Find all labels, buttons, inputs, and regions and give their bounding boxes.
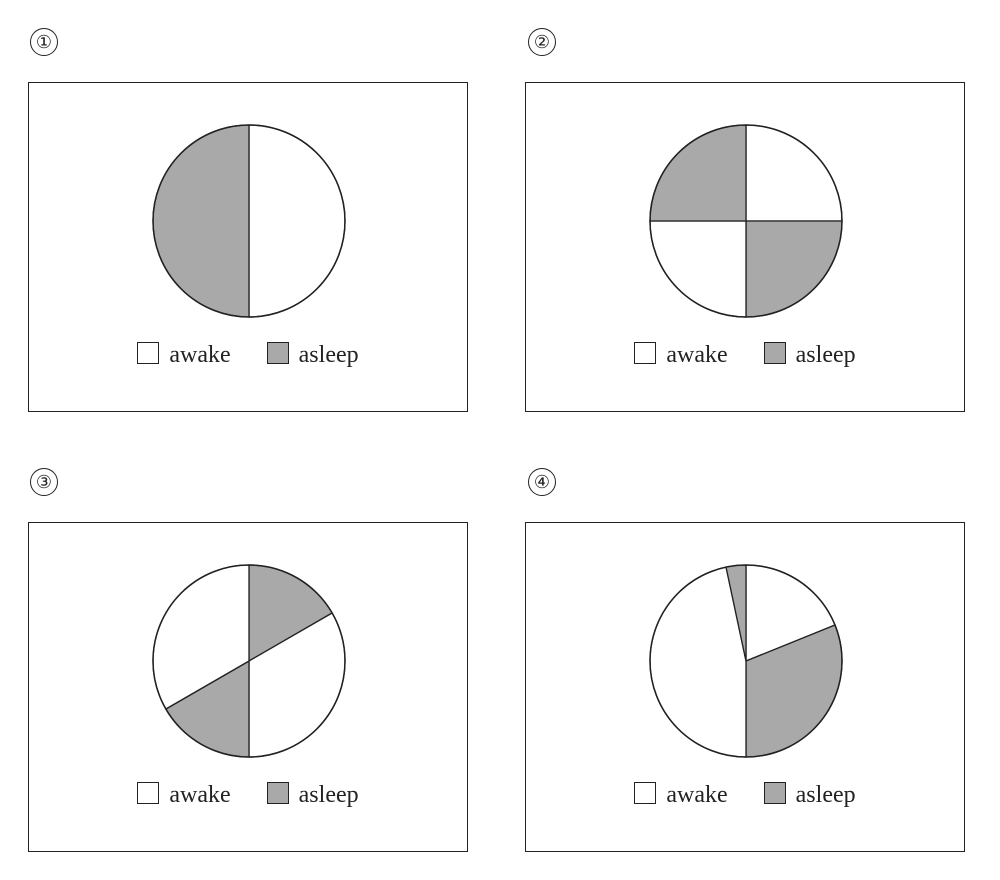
pie-chart-2	[649, 124, 843, 318]
legend-item-asleep: asleep	[763, 781, 856, 809]
legend: awake asleep	[526, 341, 964, 369]
legend-label: awake	[666, 782, 728, 809]
pie-slice-awake	[248, 124, 346, 318]
pie-slice-asleep	[152, 124, 250, 318]
legend-item-awake: awake	[634, 341, 728, 369]
legend-swatch-awake	[137, 782, 160, 805]
legend-label: asleep	[298, 782, 359, 809]
legend-item-awake: awake	[634, 781, 728, 809]
legend-swatch-asleep	[763, 782, 786, 805]
legend-swatch-asleep	[266, 342, 289, 365]
legend: awake asleep	[526, 781, 964, 809]
chart-frame-3: awake asleep	[28, 522, 468, 852]
legend-label: asleep	[795, 782, 856, 809]
legend-item-asleep: asleep	[266, 341, 359, 369]
pie-slice-asleep	[649, 124, 747, 222]
pie-slice-awake	[745, 124, 843, 222]
pie-outline	[649, 564, 843, 758]
pie-outline	[152, 564, 346, 758]
panel-label-2: ②	[528, 28, 556, 56]
pie-outline	[649, 124, 843, 318]
legend-label: asleep	[795, 342, 856, 369]
legend-item-asleep: asleep	[266, 781, 359, 809]
panel-label-3: ③	[30, 468, 58, 496]
legend-swatch-awake	[634, 342, 657, 365]
chart-frame-1: awake asleep	[28, 82, 468, 412]
legend-swatch-asleep	[763, 342, 786, 365]
pie-slice-awake	[649, 220, 747, 318]
pie-slice-asleep	[745, 220, 843, 318]
chart-frame-2: awake asleep	[525, 82, 965, 412]
pie-chart-3	[152, 564, 346, 758]
legend-item-awake: awake	[137, 781, 231, 809]
legend: awake asleep	[29, 781, 467, 809]
panel-label-4: ④	[528, 468, 556, 496]
legend-label: asleep	[298, 342, 359, 369]
legend-swatch-awake	[634, 782, 657, 805]
panel-label-1: ①	[30, 28, 58, 56]
chart-frame-4: awake asleep	[525, 522, 965, 852]
legend-swatch-asleep	[266, 782, 289, 805]
legend-label: awake	[169, 782, 231, 809]
legend-item-awake: awake	[137, 341, 231, 369]
legend-swatch-awake	[137, 342, 160, 365]
legend-label: awake	[666, 342, 728, 369]
pie-outline	[152, 124, 346, 318]
legend: awake asleep	[29, 341, 467, 369]
legend-item-asleep: asleep	[763, 341, 856, 369]
legend-label: awake	[169, 342, 231, 369]
pie-chart-4	[649, 564, 843, 758]
pie-chart-1	[152, 124, 346, 318]
